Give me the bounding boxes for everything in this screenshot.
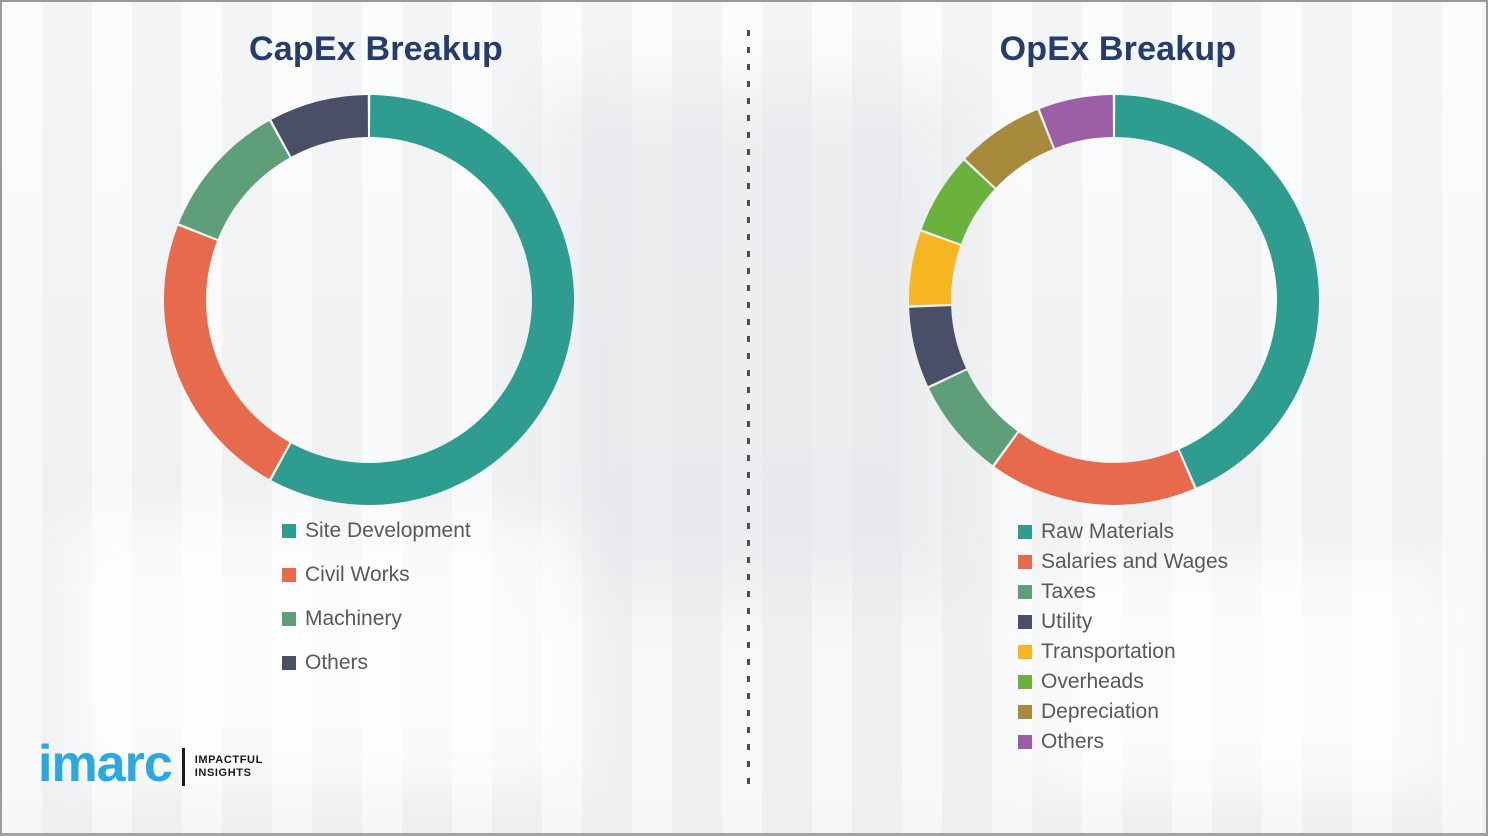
- donut-segment-others: [1039, 95, 1113, 149]
- legend-label-machinery: Machinery: [305, 606, 402, 630]
- legend-label-overheads: Overheads: [1041, 670, 1144, 693]
- legend-marker-civil-works: [282, 567, 296, 582]
- donut-segment-overheads: [921, 160, 995, 244]
- legend-item-utility: Utility: [1018, 609, 1228, 635]
- legend-label-site-development: Site Development: [305, 518, 471, 542]
- legend-item-others: Others: [1018, 729, 1228, 755]
- opex-title: OpEx Breakup: [999, 30, 1237, 68]
- legend-marker-raw-materials: [1018, 525, 1032, 539]
- legend-marker-machinery: [282, 611, 296, 626]
- legend-marker-taxes: [1018, 585, 1032, 599]
- legend-item-transportation: Transportation: [1018, 639, 1228, 665]
- legend-marker-others: [282, 655, 296, 670]
- legend-item-depreciation: Depreciation: [1018, 699, 1228, 725]
- logo-tagline-line1: IMPACTFUL: [194, 754, 263, 766]
- legend-item-raw-materials: Raw Materials: [1018, 519, 1228, 545]
- donut-segment-civil-works: [163, 225, 290, 480]
- legend-item-others: Others: [282, 649, 471, 676]
- legend-marker-site-development: [282, 523, 296, 538]
- donut-segment-depreciation: [965, 109, 1054, 188]
- legend-item-overheads: Overheads: [1018, 669, 1228, 695]
- donut-segment-salaries-and-wages: [994, 432, 1195, 505]
- legend-label-depreciation: Depreciation: [1041, 700, 1159, 723]
- legend-label-civil-works: Civil Works: [305, 562, 410, 586]
- legend-item-taxes: Taxes: [1018, 579, 1228, 605]
- logo-separator-bar: [181, 748, 185, 786]
- legend-label-salaries-and-wages: Salaries and Wages: [1041, 550, 1229, 573]
- legend-label-taxes: Taxes: [1041, 580, 1096, 603]
- legend-marker-transportation: [1018, 645, 1032, 659]
- legend-label-others: Others: [305, 650, 369, 674]
- opex-donut-chart: [909, 95, 1320, 505]
- capex-donut-chart: [163, 95, 574, 505]
- donut-segment-site-development: [271, 95, 574, 505]
- imarc-logo: imarc IMPACTFUL INSIGHTS: [38, 738, 263, 790]
- legend-item-machinery: Machinery: [282, 605, 471, 632]
- imarc-logo-wordmark: imarc: [38, 735, 173, 793]
- donut-segment-utility: [909, 306, 967, 387]
- legend-marker-utility: [1018, 615, 1032, 629]
- logo-tagline: IMPACTFUL INSIGHTS: [195, 754, 263, 780]
- legend-marker-others: [1018, 735, 1032, 749]
- opex-legend: Raw Materials Salaries and Wages Taxes Util…: [1018, 519, 1228, 755]
- capex-title: CapEx Breakup: [249, 30, 503, 68]
- donut-segment-raw-materials: [1115, 95, 1320, 488]
- legend-item-site-development: Site Development: [282, 517, 471, 544]
- legend-marker-salaries-and-wages: [1018, 555, 1032, 569]
- legend-item-civil-works: Civil Works: [282, 561, 471, 588]
- capex-legend: Site Development Civil Works Machinery Othe…: [282, 517, 471, 676]
- legend-label-others: Others: [1041, 730, 1105, 753]
- legend-label-raw-materials: Raw Materials: [1041, 520, 1175, 543]
- legend-label-transportation: Transportation: [1041, 640, 1176, 663]
- donut-segment-taxes: [929, 370, 1018, 466]
- logo-tagline-line2: INSIGHTS: [194, 767, 252, 779]
- donut-segment-machinery: [178, 120, 290, 240]
- legend-item-salaries-and-wages: Salaries and Wages: [1018, 549, 1228, 575]
- donut-segment-transportation: [909, 231, 961, 306]
- legend-label-utility: Utility: [1041, 610, 1093, 633]
- dashed-divider: [747, 30, 750, 793]
- legend-marker-depreciation: [1018, 705, 1032, 719]
- donut-segment-others: [271, 95, 368, 157]
- legend-marker-overheads: [1018, 675, 1032, 689]
